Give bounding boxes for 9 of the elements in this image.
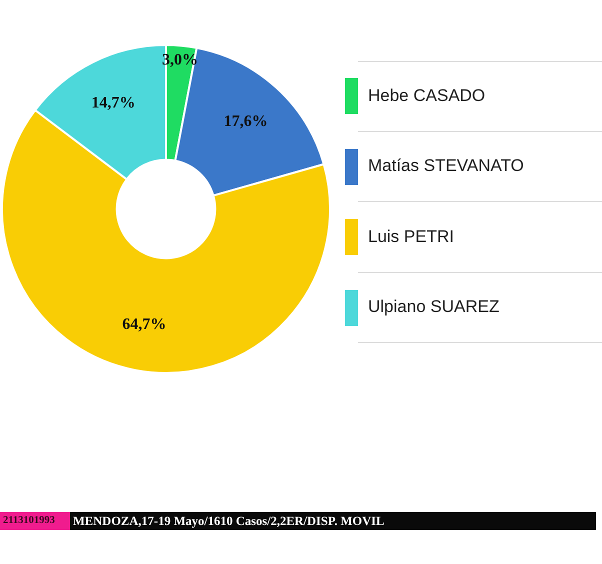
text: MENDOZA,17-19 Mayo/1610 Casos/2,2ER/DISP. MOVIL	[72, 514, 384, 528]
data-label: 17,6%	[224, 113, 268, 130]
legend-label: Hebe CASADO	[368, 86, 486, 106]
text: 2113101993	[0, 512, 70, 530]
legend-label: Ulpiano SUAREZ	[368, 297, 500, 318]
data-label: 14,7%	[91, 94, 136, 112]
data-label: 64,7%	[122, 316, 166, 334]
legend-label: Luis PETRI	[368, 226, 454, 247]
legend-label: Matías STEVANATO	[368, 156, 524, 176]
